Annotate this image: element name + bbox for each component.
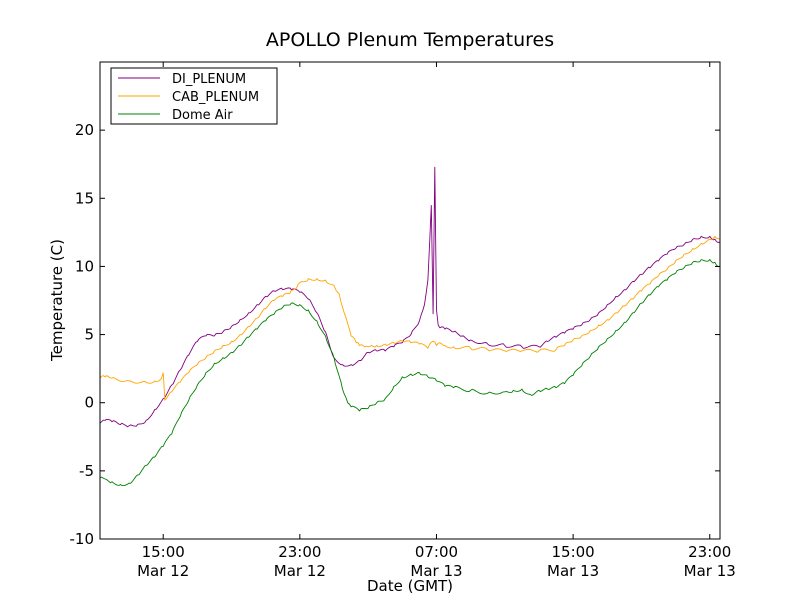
series-layer — [99, 166, 721, 487]
series-line-cab-plenum — [99, 235, 721, 401]
plot-area-frame — [99, 61, 721, 540]
x-tick-time-label: 23:00 — [278, 543, 321, 561]
chart-legend: DI_PLENUM CAB_PLENUM Dome Air — [110, 67, 278, 125]
y-tick-label: 5 — [84, 326, 94, 344]
y-tick-label: 15 — [75, 189, 94, 207]
legend-label-dome-air: Dome Air — [172, 108, 233, 123]
chart-title: APOLLO Plenum Temperatures — [266, 29, 554, 51]
y-tick-label: 10 — [75, 257, 94, 275]
x-tick-date-label: Mar 13 — [410, 562, 462, 580]
x-tick-time-label: 23:00 — [688, 543, 731, 561]
x-tick-date-label: Mar 12 — [137, 562, 189, 580]
x-tick-date-label: Mar 13 — [547, 562, 599, 580]
x-axis-label: Date (GMT) — [367, 577, 453, 595]
y-tick-label: 0 — [84, 394, 94, 412]
y-tick-label: -5 — [79, 462, 94, 480]
series-line-di-plenum — [99, 166, 721, 428]
x-tick-time-label: 15:00 — [142, 543, 185, 561]
x-tick-date-label: Mar 13 — [684, 562, 736, 580]
x-tick-time-label: 15:00 — [551, 543, 594, 561]
y-axis-label: Temperature (C) — [48, 239, 66, 362]
x-tick-time-label: 07:00 — [415, 543, 458, 561]
legend-label-cab-plenum: CAB_PLENUM — [172, 90, 259, 105]
x-tick-date-label: Mar 12 — [274, 562, 326, 580]
y-tick-label: -10 — [70, 530, 95, 548]
series-line-dome-air — [99, 258, 721, 487]
legend-label-di-plenum: DI_PLENUM — [172, 72, 246, 87]
y-tick-label: 20 — [75, 121, 94, 139]
